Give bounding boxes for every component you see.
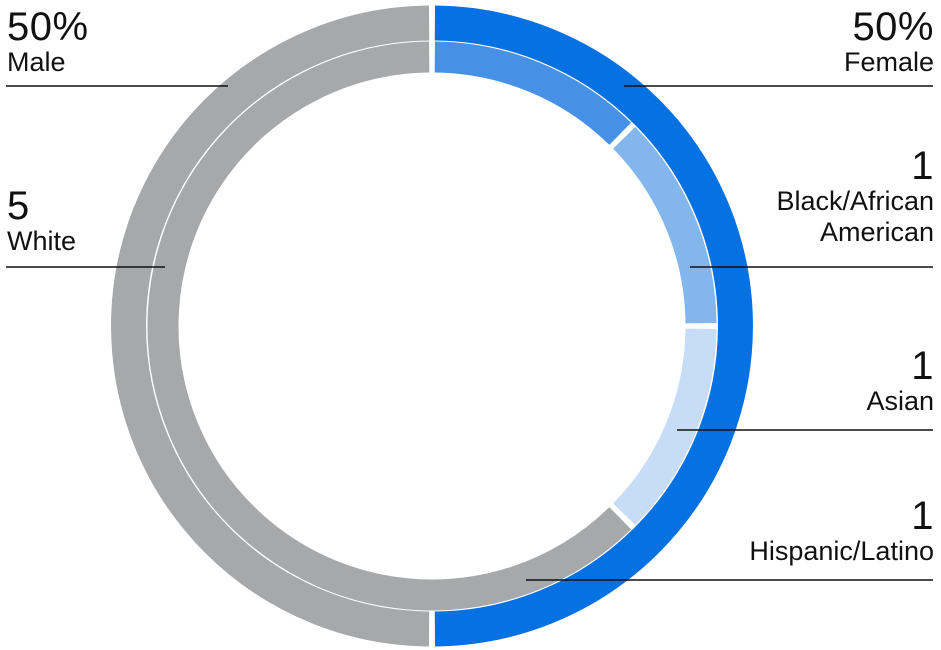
white-name: White [7, 226, 77, 256]
label-white: 5 White [7, 186, 76, 257]
inner-slice-black-african-american [434, 41, 632, 145]
white-value: 5 [7, 184, 30, 228]
black-name: Black/African American [776, 186, 934, 247]
female-value: 50% [852, 5, 934, 49]
hispanic-value: 1 [911, 494, 934, 538]
male-name: Male [7, 47, 66, 77]
chart-rings [111, 5, 753, 647]
label-hispanic: 1 Hispanic/Latino [749, 496, 934, 567]
label-black: 1 Black/African American [714, 146, 934, 248]
outer-slice-male [111, 5, 430, 647]
inner-slice-hispanic-latino [613, 328, 717, 526]
asian-value: 1 [911, 344, 934, 388]
label-male: 50% Male [7, 7, 89, 78]
leader-lines [6, 85, 933, 581]
inner-slice-white [147, 41, 632, 611]
label-female: 50% Female [844, 7, 934, 78]
black-value: 1 [911, 144, 934, 188]
male-value: 50% [7, 5, 89, 49]
asian-name: Asian [866, 386, 934, 416]
outer-slice-female [434, 5, 753, 647]
inner-slice-asian [613, 126, 717, 324]
hispanic-name: Hispanic/Latino [749, 536, 934, 566]
label-asian: 1 Asian [866, 346, 934, 417]
female-name: Female [843, 47, 934, 77]
